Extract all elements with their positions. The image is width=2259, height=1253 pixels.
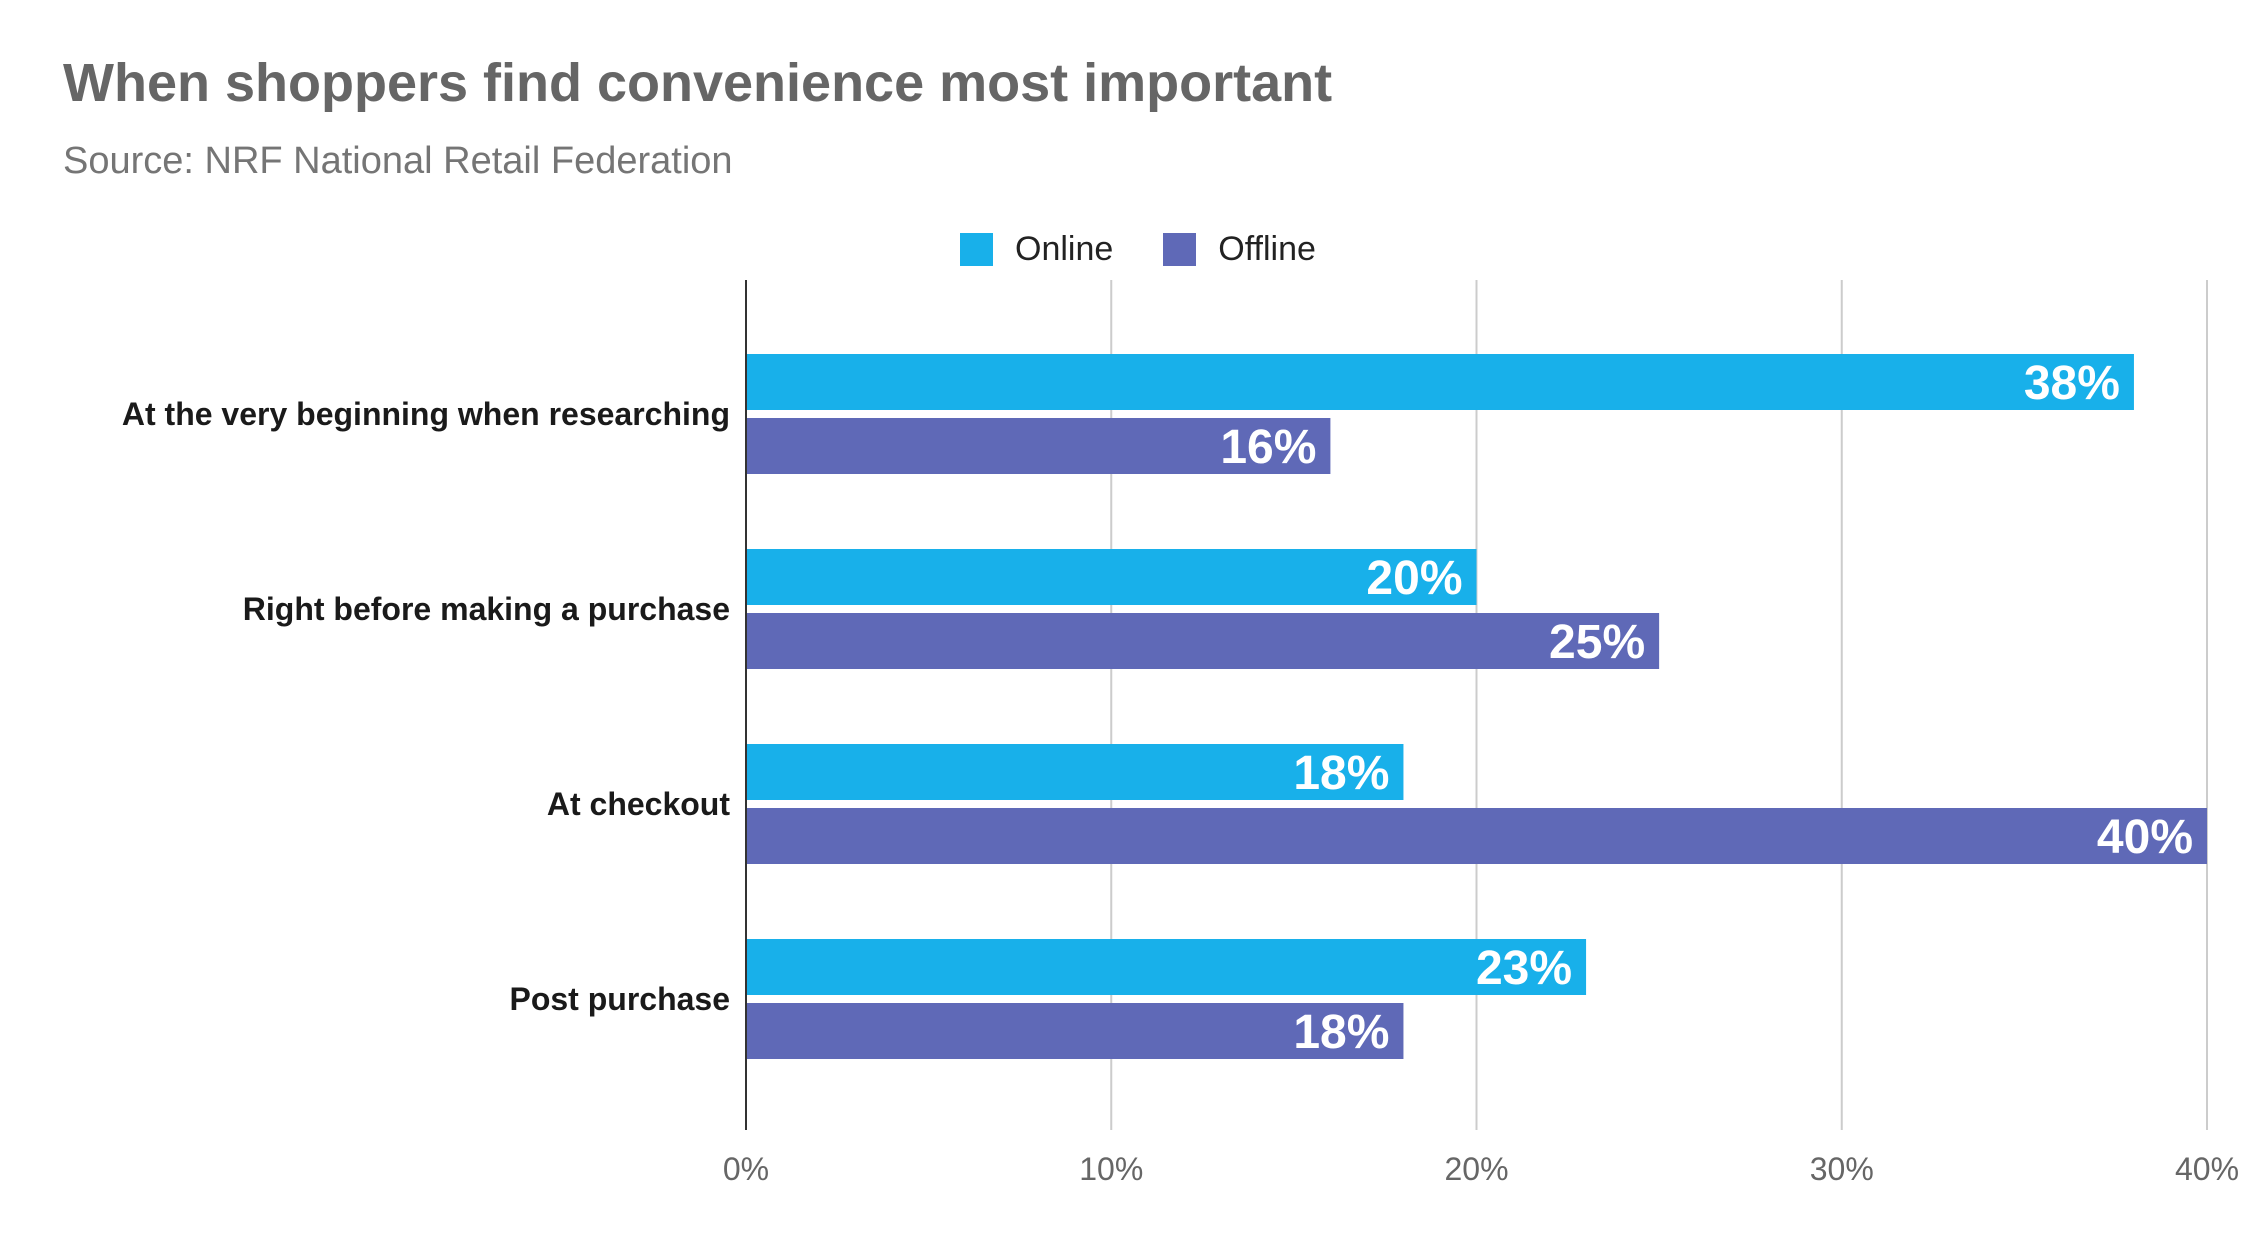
bar-layer xyxy=(746,354,2207,1059)
x-tick-label: 40% xyxy=(2175,1151,2239,1187)
category-label: Post purchase xyxy=(509,981,730,1017)
data-label: 18% xyxy=(1293,747,1389,800)
legend-label-online: Online xyxy=(1015,230,1114,268)
bar-online xyxy=(746,549,1477,605)
data-label: 20% xyxy=(1366,552,1462,605)
bar-offline xyxy=(746,1003,1404,1059)
bar-offline xyxy=(746,808,2207,864)
bar-offline xyxy=(746,418,1331,474)
legend-label-offline: Offline xyxy=(1218,230,1316,268)
x-tick-label: 30% xyxy=(1810,1151,1874,1187)
x-tick-label: 0% xyxy=(723,1151,769,1187)
legend: Online Offline xyxy=(960,230,1366,269)
data-label: 25% xyxy=(1549,616,1645,669)
bar-online xyxy=(746,354,2134,410)
category-label: Right before making a purchase xyxy=(243,591,730,627)
legend-swatch-online xyxy=(960,233,993,266)
category-label: At checkout xyxy=(547,786,730,822)
x-tick-label: 20% xyxy=(1444,1151,1508,1187)
bar-online xyxy=(746,939,1587,995)
data-label: 18% xyxy=(1293,1006,1389,1059)
data-label: 16% xyxy=(1220,421,1316,474)
legend-item-online: Online xyxy=(960,230,1113,269)
x-tick-label: 10% xyxy=(1079,1151,1143,1187)
data-label: 23% xyxy=(1476,942,1572,995)
axis-layer: 0% 10% 20% 30% 40% At the very beginning when… xyxy=(122,280,2239,1187)
legend-swatch-offline xyxy=(1163,233,1197,266)
data-label: 38% xyxy=(2024,357,2120,410)
label-layer: 38% 16% 20% 25% 18% 40% 23% 18% xyxy=(1220,357,2193,1059)
bar-offline xyxy=(746,613,1660,669)
data-label: 40% xyxy=(2097,811,2193,864)
bar-online xyxy=(746,744,1404,800)
chart-subtitle: Source: NRF National Retail Federation xyxy=(63,140,733,182)
legend-item-offline: Offline xyxy=(1163,230,1316,269)
category-label: At the very beginning when researching xyxy=(122,396,730,432)
chart-title: When shoppers find convenience most impo… xyxy=(63,53,1333,113)
